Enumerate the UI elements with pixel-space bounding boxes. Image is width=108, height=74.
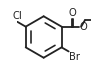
Text: Br: Br bbox=[69, 52, 80, 62]
Text: O: O bbox=[80, 22, 87, 32]
Text: O: O bbox=[69, 8, 76, 18]
Text: Cl: Cl bbox=[13, 11, 22, 21]
